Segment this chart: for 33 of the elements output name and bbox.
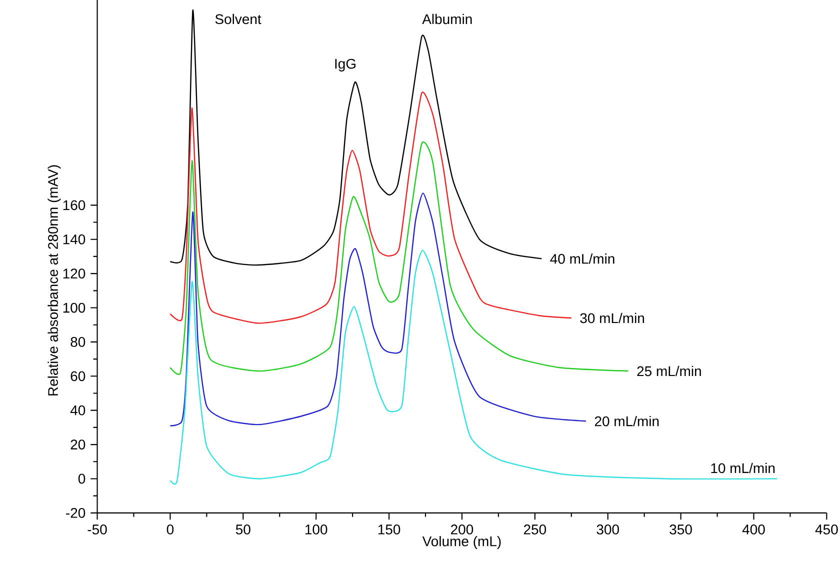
- series-label: 25 mL/min: [637, 366, 701, 376]
- x-tick-label: -50: [88, 524, 107, 534]
- line-series: [170, 92, 572, 324]
- series-label: 20 mL/min: [594, 416, 659, 426]
- x-tick-label: 400: [742, 524, 765, 534]
- x-tick-label: 0: [166, 524, 174, 534]
- series-label: 30 mL/min: [580, 312, 644, 324]
- annotation: Albumin: [422, 14, 472, 24]
- line-series: [170, 10, 542, 266]
- y-tick-label: 80: [70, 336, 86, 347]
- x-axis-title: Volume (mL): [422, 536, 501, 549]
- x-tick-label: 50: [236, 524, 250, 534]
- y-axis-title: Relative absorbance at 280nm (mAV): [48, 165, 61, 396]
- annotation: IgG: [335, 58, 356, 72]
- y-tick-label: 160: [63, 200, 86, 210]
- y-tick-label: 40: [70, 405, 86, 416]
- x-tick-label: 250: [524, 524, 546, 534]
- x-tick-label: 200: [451, 524, 474, 534]
- y-tick-label: 0: [78, 474, 86, 484]
- x-tick-label: 450: [815, 524, 838, 534]
- x-tick-label: 150: [378, 524, 400, 534]
- y-tick-label: 60: [70, 371, 86, 381]
- x-tick-label: 100: [305, 524, 328, 534]
- annotation: Solvent: [215, 14, 262, 24]
- x-tick-label: 300: [596, 524, 619, 534]
- series-label: 10 mL/min: [711, 462, 775, 474]
- x-tick-label: 350: [670, 524, 692, 534]
- y-tick-label: 140: [63, 234, 86, 244]
- y-tick-label: 120: [63, 268, 86, 278]
- y-tick-label: 20: [70, 439, 86, 450]
- series-label: 40 mL/min: [550, 253, 614, 264]
- y-tick-label: 100: [63, 302, 86, 313]
- y-tick-label: -20: [66, 508, 86, 518]
